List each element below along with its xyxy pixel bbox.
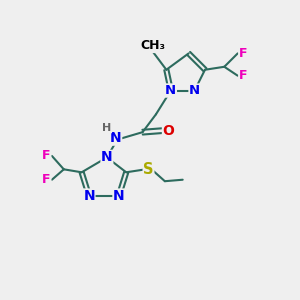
Text: N: N xyxy=(165,84,176,97)
Text: N: N xyxy=(110,131,122,145)
Text: N: N xyxy=(113,189,124,203)
Text: S: S xyxy=(143,162,154,177)
Text: N: N xyxy=(189,84,200,97)
Text: N: N xyxy=(83,189,95,203)
Text: H: H xyxy=(102,123,112,133)
Text: F: F xyxy=(239,47,247,60)
Text: N: N xyxy=(101,150,113,164)
Text: F: F xyxy=(239,69,247,82)
Text: O: O xyxy=(163,124,174,138)
Text: F: F xyxy=(42,173,51,186)
Text: CH₃: CH₃ xyxy=(140,40,166,52)
Text: F: F xyxy=(42,149,51,162)
